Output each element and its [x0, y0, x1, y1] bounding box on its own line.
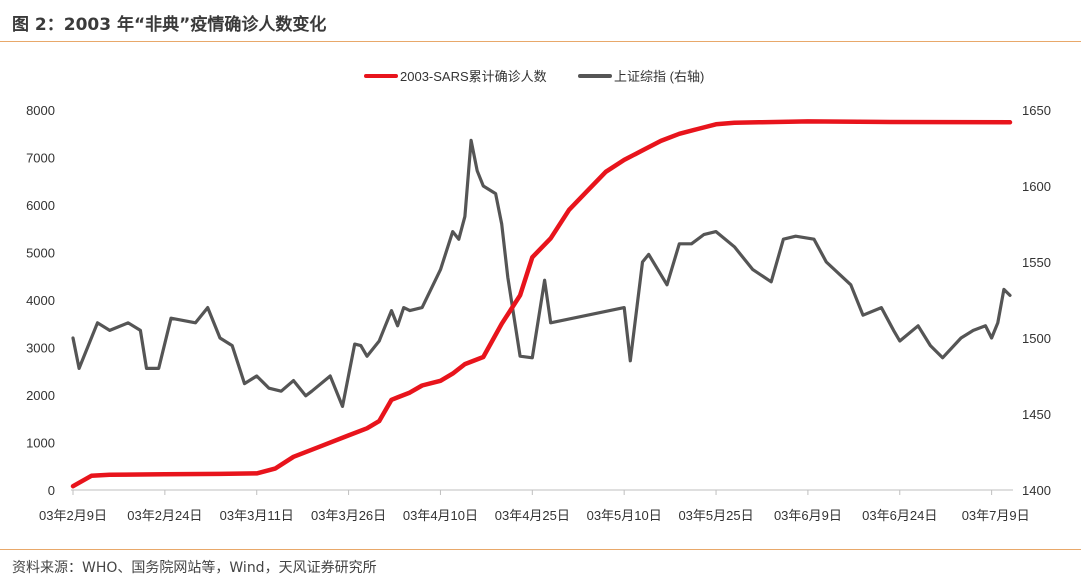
- x-tick-label: 03年6月24日: [862, 508, 937, 523]
- x-tick-label: 03年4月10日: [403, 508, 478, 523]
- y-left-tick-label: 0: [48, 483, 55, 498]
- top-divider: [0, 41, 1081, 42]
- y-left-tick-label: 8000: [26, 103, 55, 118]
- x-tick-label: 03年5月25日: [678, 508, 753, 523]
- x-tick-label: 03年4月25日: [495, 508, 570, 523]
- y-left-tick-label: 2000: [26, 388, 55, 403]
- x-tick-label: 03年3月11日: [220, 508, 294, 523]
- x-tick-label: 03年6月9日: [774, 508, 842, 523]
- bottom-divider: [0, 549, 1081, 550]
- y-right-tick-label: 1550: [1022, 255, 1051, 270]
- series-line-sars-cases: [70, 119, 1013, 489]
- y-right-tick-label: 1500: [1022, 331, 1051, 346]
- x-tick-label: 03年2月24日: [127, 508, 202, 523]
- series-line-shanghai-index: [71, 138, 1012, 408]
- y-left-tick-label: 3000: [26, 341, 55, 356]
- y-right-tick-label: 1400: [1022, 483, 1051, 498]
- y-right-tick-label: 1600: [1022, 179, 1051, 194]
- source-note: 资料来源：WHO、国务院网站等，Wind，天风证券研究所: [12, 560, 377, 576]
- y-left-tick-label: 1000: [26, 436, 55, 451]
- y-left-tick-label: 7000: [26, 151, 55, 166]
- legend: 2003-SARS累计确诊人数 上证综指 (右轴): [364, 69, 704, 84]
- y-left-tick-label: 4000: [26, 293, 55, 308]
- y-right-tick-label: 1450: [1022, 407, 1051, 422]
- legend-label-index: 上证综指 (右轴): [614, 69, 704, 84]
- x-tick-label: 03年7月9日: [962, 508, 1030, 523]
- y-left-tick-label: 6000: [26, 198, 55, 213]
- y-right-tick-label: 1650: [1022, 103, 1051, 118]
- chart-title: 图 2：2003 年“非典”疫情确诊人数变化: [12, 15, 327, 35]
- y-left-tick-label: 5000: [26, 246, 55, 261]
- x-tick-label: 03年3月26日: [311, 508, 386, 523]
- x-tick-label: 03年2月9日: [39, 508, 107, 523]
- legend-label-sars: 2003-SARS累计确诊人数: [400, 69, 547, 84]
- x-tick-label: 03年5月10日: [587, 508, 662, 523]
